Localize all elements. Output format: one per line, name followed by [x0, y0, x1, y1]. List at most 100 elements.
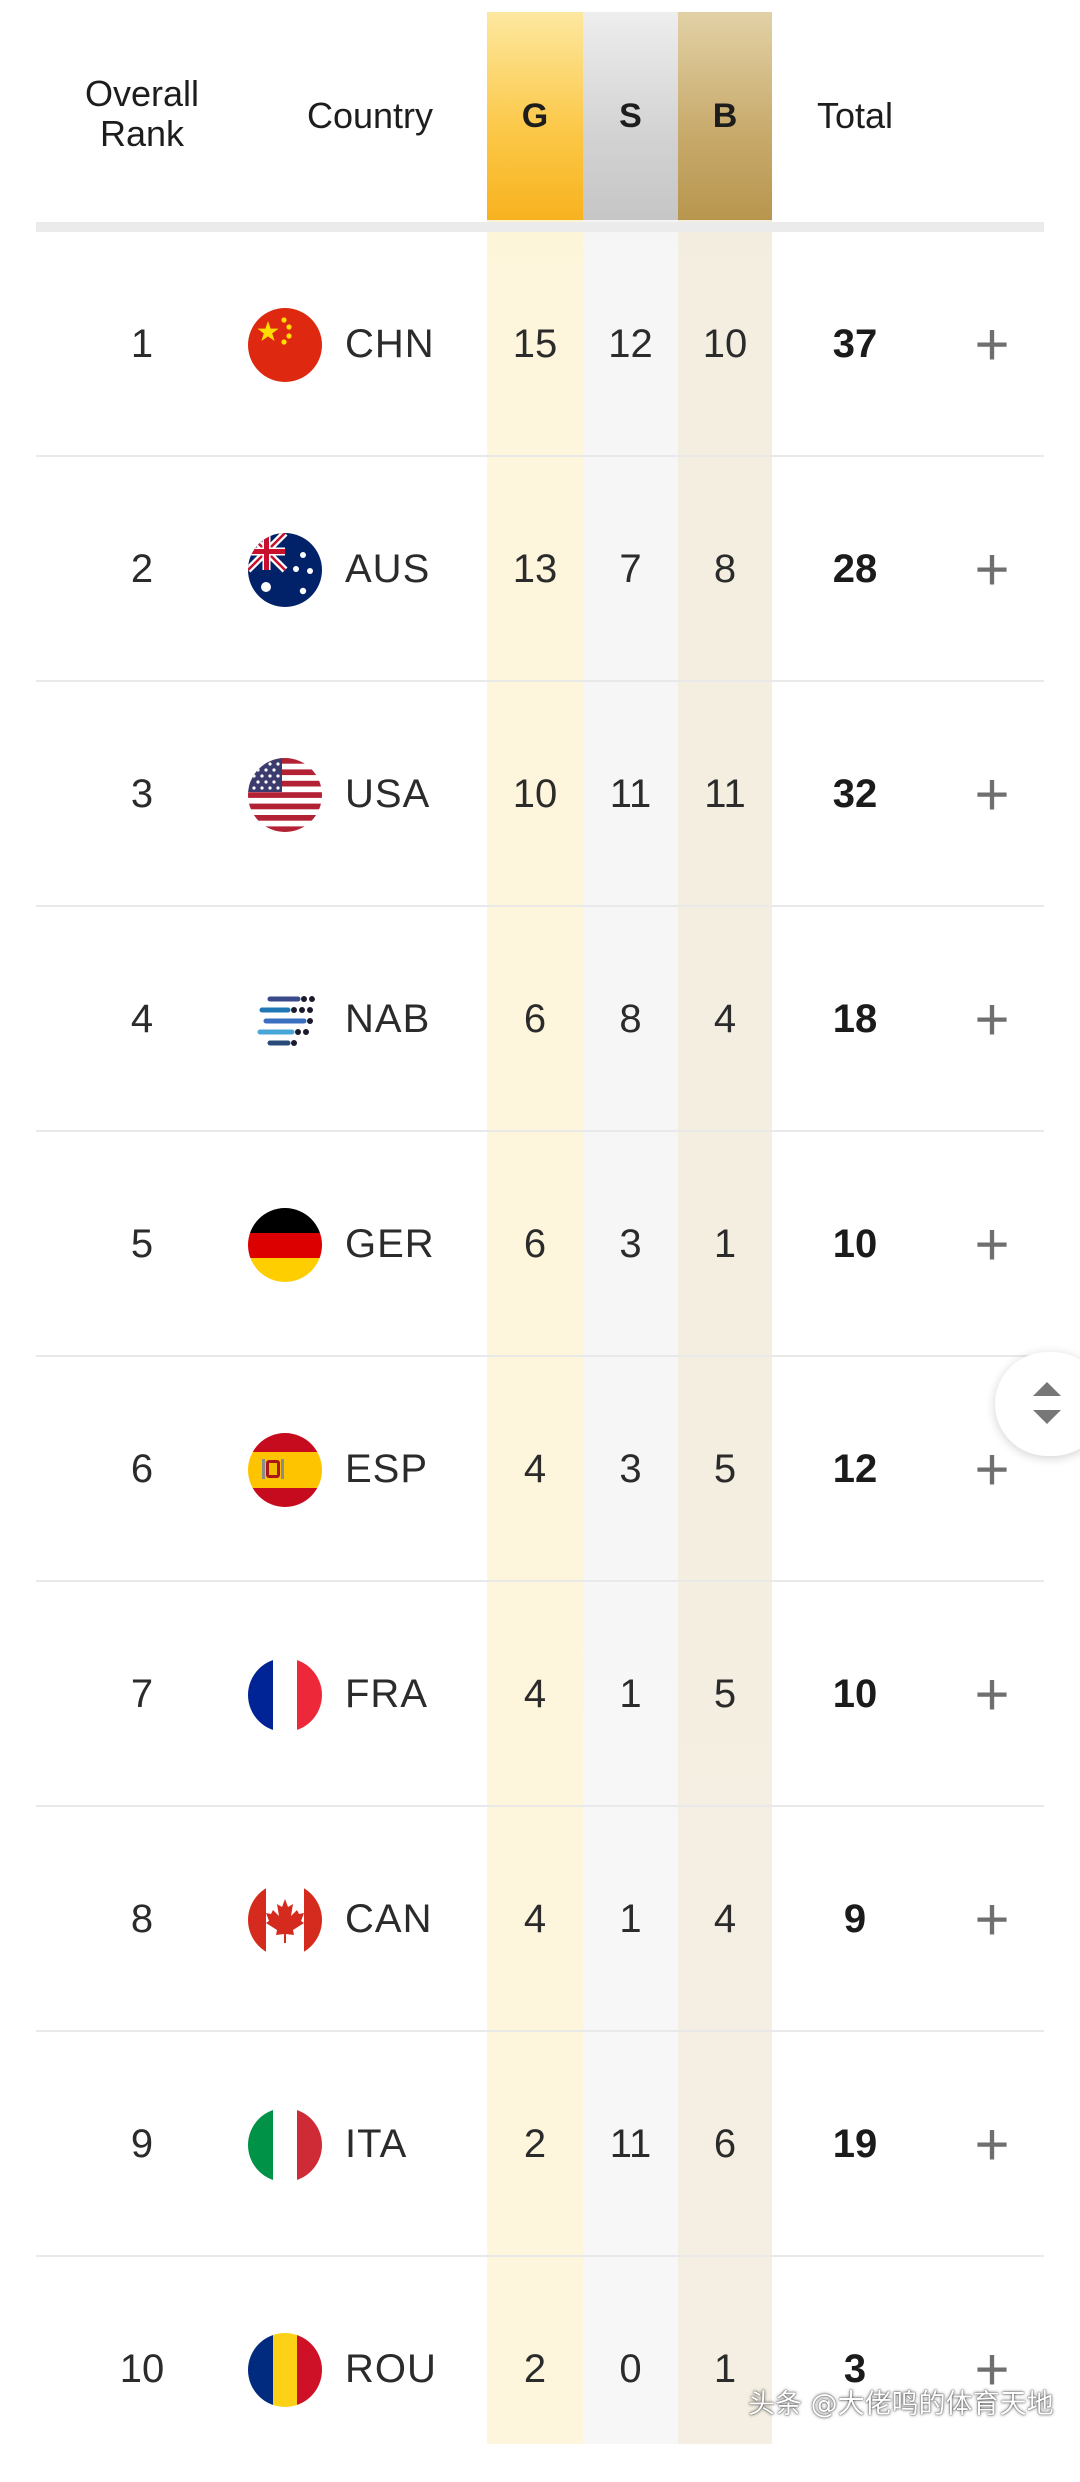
total-count: 37: [832, 322, 878, 366]
gold-count: 2: [523, 2347, 547, 2391]
country-code: USA: [345, 772, 431, 816]
header-overall-rank[interactable]: Overall Rank: [84, 73, 200, 154]
rank-cell: 7: [130, 1672, 154, 1716]
watermark: 头条 @大佬鸣的体育天地: [748, 2389, 1054, 2420]
country-code: GER: [345, 1222, 435, 1266]
rank-cell: 6: [130, 1447, 154, 1491]
silver-count: 1: [619, 1897, 642, 1941]
total-count: 3: [843, 2347, 867, 2391]
gold-count: 6: [523, 1222, 547, 1266]
country-code: CHN: [345, 322, 435, 366]
total-count: 9: [843, 1897, 867, 1941]
plus-icon[interactable]: +: [974, 1211, 1010, 1278]
bronze-count: 10: [702, 322, 748, 366]
expand-row-button[interactable]: +: [950, 682, 1034, 907]
table-row[interactable]: 2 AUS 13 7 8 28 +: [0, 457, 1080, 682]
rank-cell: 9: [130, 2122, 154, 2166]
expand-row-button[interactable]: +: [950, 907, 1034, 1132]
plus-icon[interactable]: +: [974, 536, 1010, 603]
country-code: FRA: [345, 1672, 428, 1716]
silver-count: 11: [609, 772, 652, 816]
header-total[interactable]: Total: [816, 95, 894, 136]
bronze-count: 5: [713, 1447, 737, 1491]
silver-column-background: [583, 12, 678, 2444]
france-flag-icon: [248, 1657, 322, 1732]
header-country[interactable]: Country: [306, 95, 434, 136]
china-flag-icon: [248, 307, 322, 382]
country-code: CAN: [345, 1897, 433, 1941]
table-row[interactable]: 9 ITA 2 11 6 19 +: [0, 2032, 1080, 2257]
country-code: ITA: [345, 2122, 408, 2166]
row-divider: [36, 2255, 1044, 2257]
scroll-down-icon[interactable]: [1033, 1410, 1061, 1424]
australia-flag-icon: [248, 532, 322, 607]
total-count: 10: [832, 1672, 878, 1716]
rank-cell: 1: [130, 322, 154, 366]
table-row[interactable]: 7 FRA 4 1 5 10 +: [0, 1582, 1080, 1807]
header-gold[interactable]: G: [487, 12, 583, 220]
scroll-up-down-button[interactable]: [995, 1352, 1080, 1456]
total-count: 18: [832, 997, 878, 1041]
bronze-count: 6: [713, 2122, 737, 2166]
country-code: NAB: [345, 997, 431, 1041]
header-silver[interactable]: S: [583, 12, 678, 220]
expand-row-button[interactable]: +: [950, 1582, 1034, 1807]
expand-row-button[interactable]: +: [950, 1807, 1034, 2032]
gold-count: 4: [523, 1672, 547, 1716]
row-divider: [36, 2030, 1044, 2032]
plus-icon[interactable]: +: [974, 761, 1010, 828]
gold-count: 15: [512, 322, 558, 366]
row-divider: [36, 1355, 1044, 1357]
silver-count: 12: [608, 322, 653, 366]
header-bronze[interactable]: B: [678, 12, 772, 220]
table-row[interactable]: 3 USA 10 11 11 32 +: [0, 682, 1080, 907]
plus-icon[interactable]: +: [974, 2111, 1010, 2178]
bronze-count: 1: [713, 2347, 737, 2391]
header-divider: [36, 222, 1044, 232]
scroll-up-icon[interactable]: [1033, 1382, 1061, 1396]
plus-icon[interactable]: +: [974, 1661, 1010, 1728]
rank-cell: 3: [130, 772, 154, 816]
expand-row-button[interactable]: +: [950, 1357, 1034, 1582]
expand-row-button[interactable]: +: [950, 1132, 1034, 1357]
plus-icon[interactable]: +: [974, 1436, 1010, 1503]
table-row[interactable]: 8 CAN 4 1 4 9 +: [0, 1807, 1080, 2032]
silver-count: 7: [619, 547, 642, 591]
table-row[interactable]: 6 ESP 4 3 5 12 +: [0, 1357, 1080, 1582]
bronze-count: 4: [713, 1897, 737, 1941]
expand-row-button[interactable]: +: [950, 457, 1034, 682]
row-divider: [36, 455, 1044, 457]
gold-count: 2: [523, 2122, 547, 2166]
table-row[interactable]: 1 CHN 15 12 10 37 +: [0, 232, 1080, 457]
table-row[interactable]: 4 NAB 6 8 4 18 +: [0, 907, 1080, 1132]
row-divider: [36, 1580, 1044, 1582]
plus-icon[interactable]: +: [974, 1886, 1010, 1953]
expand-row-button[interactable]: +: [950, 232, 1034, 457]
country-code: AUS: [345, 547, 431, 591]
country-code: ESP: [345, 1447, 429, 1491]
row-divider: [36, 1805, 1044, 1807]
gold-count: 10: [512, 772, 558, 816]
rank-cell: 5: [130, 1222, 154, 1266]
rank-cell: 8: [130, 1897, 154, 1941]
plus-icon[interactable]: +: [974, 311, 1010, 378]
total-count: 12: [832, 1447, 878, 1491]
expand-row-button[interactable]: +: [950, 2257, 1034, 2482]
country-code: ROU: [345, 2347, 437, 2391]
table-row[interactable]: 5 GER 6 3 1 10 +: [0, 1132, 1080, 1357]
table-row[interactable]: 10 ROU 2 0 1 3 +: [0, 2257, 1080, 2482]
bronze-count: 8: [713, 547, 737, 591]
expand-row-button[interactable]: +: [950, 2032, 1034, 2257]
bronze-column-background: [678, 12, 772, 2444]
canada-flag-icon: [248, 1882, 322, 1957]
gold-count: 6: [523, 997, 547, 1041]
rank-cell: 4: [130, 997, 154, 1041]
plus-icon[interactable]: +: [974, 2336, 1010, 2403]
germany-flag-icon: [248, 1207, 322, 1282]
rank-cell: 10: [119, 2347, 165, 2391]
rank-cell: 2: [130, 547, 154, 591]
silver-count: 8: [619, 997, 642, 1041]
total-count: 28: [832, 547, 878, 591]
usa-flag-icon: [248, 757, 322, 832]
plus-icon[interactable]: +: [974, 986, 1010, 1053]
